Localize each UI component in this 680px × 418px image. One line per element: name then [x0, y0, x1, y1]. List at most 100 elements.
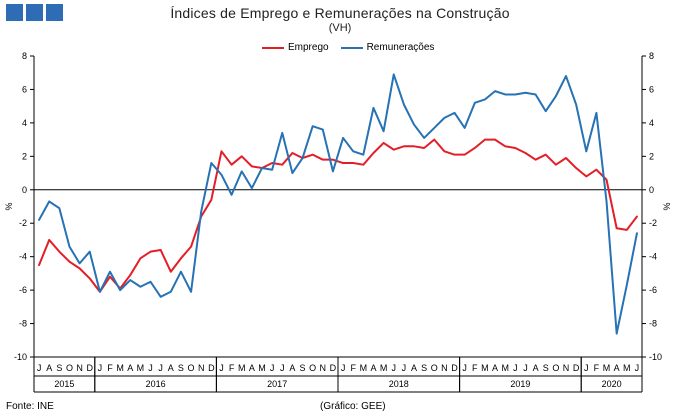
- y-tick-label-left: -6: [19, 285, 27, 295]
- month-label: N: [198, 363, 205, 373]
- month-label: O: [431, 363, 438, 373]
- y-tick-label-right: -4: [649, 252, 657, 262]
- y-tick-label-left: -2: [19, 218, 27, 228]
- month-label: J: [513, 363, 518, 373]
- year-label: 2020: [602, 379, 622, 389]
- y-tick-label-right: 8: [649, 51, 654, 61]
- month-label: F: [107, 363, 113, 373]
- month-label: S: [421, 363, 427, 373]
- month-label: A: [289, 363, 295, 373]
- y-tick-label-right: 6: [649, 84, 654, 94]
- logo-square-2: [26, 4, 43, 21]
- month-label: M: [501, 363, 509, 373]
- y-tick-label-right: -6: [649, 285, 657, 295]
- logo-square-3: [46, 4, 63, 21]
- month-label: A: [249, 363, 255, 373]
- month-label: O: [309, 363, 316, 373]
- month-label: J: [98, 363, 103, 373]
- legend: Emprego Remunerações: [262, 42, 446, 53]
- y-tick-label-right: 4: [649, 118, 654, 128]
- legend-label-emprego: Emprego: [288, 42, 329, 53]
- month-label: D: [330, 363, 337, 373]
- month-label: M: [623, 363, 631, 373]
- y-tick-label-right: -2: [649, 218, 657, 228]
- year-label: 2017: [267, 379, 287, 389]
- y-axis-label-right: %: [662, 202, 672, 210]
- month-label: D: [451, 363, 458, 373]
- month-label: O: [66, 363, 73, 373]
- month-label: N: [441, 363, 448, 373]
- month-label: S: [300, 363, 306, 373]
- month-label: A: [411, 363, 417, 373]
- chart-title: Índices de Emprego e Remunerações na Con…: [170, 5, 510, 21]
- y-tick-label-right: -8: [649, 319, 657, 329]
- series-line-emprego: [38, 138, 638, 293]
- month-label: D: [86, 363, 93, 373]
- month-label: J: [341, 363, 346, 373]
- month-label: A: [127, 363, 133, 373]
- month-label: A: [614, 363, 620, 373]
- month-label: A: [46, 363, 52, 373]
- month-label: J: [523, 363, 528, 373]
- y-tick-label-left: -8: [19, 319, 27, 329]
- month-label: J: [219, 363, 224, 373]
- legend-item-remuneracoes: Remunerações: [340, 42, 435, 53]
- legend-item-emprego: Emprego: [262, 42, 329, 53]
- month-label: S: [543, 363, 549, 373]
- month-label: F: [229, 363, 235, 373]
- year-label: 2019: [510, 379, 530, 389]
- year-label: 2016: [146, 379, 166, 389]
- month-label: M: [380, 363, 388, 373]
- month-label: O: [552, 363, 559, 373]
- month-label: M: [258, 363, 266, 373]
- month-label: A: [370, 363, 376, 373]
- y-tick-label-left: 4: [22, 118, 27, 128]
- month-label: A: [168, 363, 174, 373]
- y-tick-label-left: -4: [19, 252, 27, 262]
- month-label: F: [472, 363, 478, 373]
- month-label: J: [584, 363, 589, 373]
- y-tick-label-left: -10: [14, 352, 27, 362]
- y-axis-label-left: %: [4, 202, 14, 210]
- month-label: J: [158, 363, 163, 373]
- month-label: J: [402, 363, 407, 373]
- month-label: M: [360, 363, 368, 373]
- legend-label-remuneracoes: Remunerações: [366, 42, 435, 53]
- month-label: M: [603, 363, 611, 373]
- month-label: M: [137, 363, 145, 373]
- credit-note: (Gráfico: GEE): [320, 401, 386, 412]
- month-label: N: [563, 363, 570, 373]
- legend-swatch-emprego: [262, 46, 284, 49]
- y-tick-label-right: -10: [649, 352, 662, 362]
- legend-swatch-remuneracoes: [340, 46, 363, 49]
- month-label: A: [533, 363, 539, 373]
- y-tick-label-right: 2: [649, 151, 654, 161]
- y-tick-label-left: 0: [22, 185, 27, 195]
- y-tick-label-left: 8: [22, 51, 27, 61]
- month-label: J: [270, 363, 275, 373]
- logo-square-1: [6, 4, 23, 21]
- month-label: J: [462, 363, 467, 373]
- y-tick-label-left: 6: [22, 84, 27, 94]
- month-label: J: [148, 363, 153, 373]
- source-note: Fonte: INE: [6, 401, 54, 412]
- month-label: S: [56, 363, 62, 373]
- month-label: O: [188, 363, 195, 373]
- y-tick-label-right: 0: [649, 185, 654, 195]
- logo: [6, 4, 63, 21]
- month-label: F: [594, 363, 600, 373]
- month-label: S: [178, 363, 184, 373]
- month-label: J: [280, 363, 285, 373]
- month-label: J: [635, 363, 640, 373]
- month-label: M: [481, 363, 489, 373]
- month-label: N: [320, 363, 327, 373]
- month-label: M: [238, 363, 246, 373]
- chart-subtitle: (VH): [328, 22, 352, 34]
- month-label: D: [573, 363, 580, 373]
- y-tick-label-left: 2: [22, 151, 27, 161]
- month-label: M: [116, 363, 124, 373]
- year-label: 2018: [389, 379, 409, 389]
- month-label: J: [37, 363, 42, 373]
- month-label: F: [350, 363, 356, 373]
